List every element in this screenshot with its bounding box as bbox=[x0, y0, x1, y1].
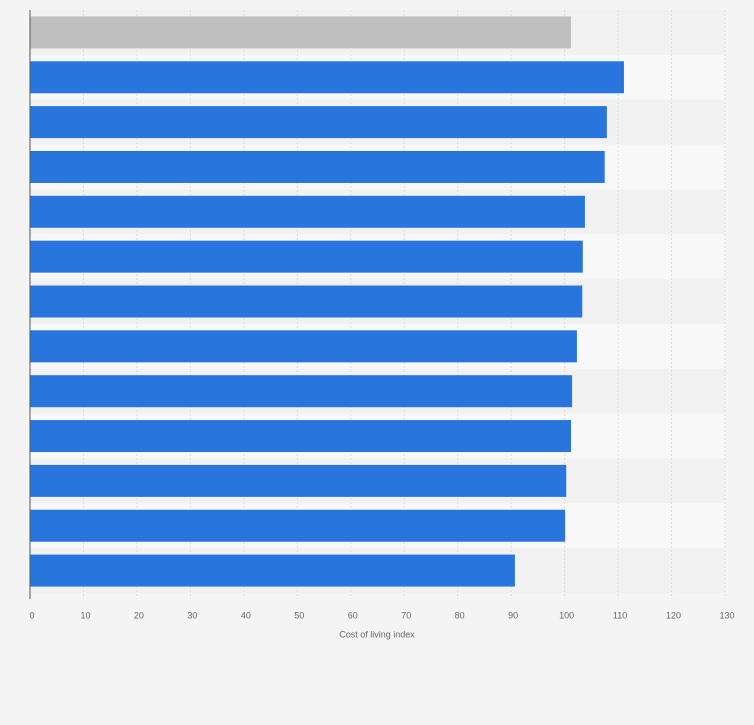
x-tick-label: 20 bbox=[134, 610, 144, 620]
x-tick-label: 100 bbox=[559, 610, 574, 620]
x-tick-label: 110 bbox=[613, 610, 627, 620]
x-tick-label: 10 bbox=[80, 610, 90, 620]
bar bbox=[30, 330, 577, 363]
bar bbox=[30, 16, 572, 49]
x-tick-label: 0 bbox=[29, 610, 34, 620]
bar bbox=[30, 150, 605, 183]
x-tick-label: 50 bbox=[294, 610, 304, 620]
bar bbox=[30, 464, 567, 497]
x-tick-label: 30 bbox=[187, 610, 197, 620]
x-tick-label: 120 bbox=[666, 610, 681, 620]
bar bbox=[30, 195, 585, 228]
bar bbox=[30, 420, 572, 453]
bar bbox=[30, 285, 583, 318]
x-axis-label: Cost of living index bbox=[339, 629, 415, 639]
x-tick-label: 70 bbox=[401, 610, 411, 620]
x-tick-label: 60 bbox=[348, 610, 358, 620]
bar bbox=[30, 61, 624, 94]
x-tick-label: 40 bbox=[241, 610, 251, 620]
x-tick-label: 90 bbox=[508, 610, 518, 620]
bar bbox=[30, 106, 607, 139]
bar bbox=[30, 554, 515, 587]
bar bbox=[30, 375, 573, 408]
x-tick-label: 130 bbox=[719, 610, 734, 620]
bar bbox=[30, 509, 566, 542]
bar bbox=[30, 240, 583, 273]
x-tick-label: 80 bbox=[455, 610, 465, 620]
